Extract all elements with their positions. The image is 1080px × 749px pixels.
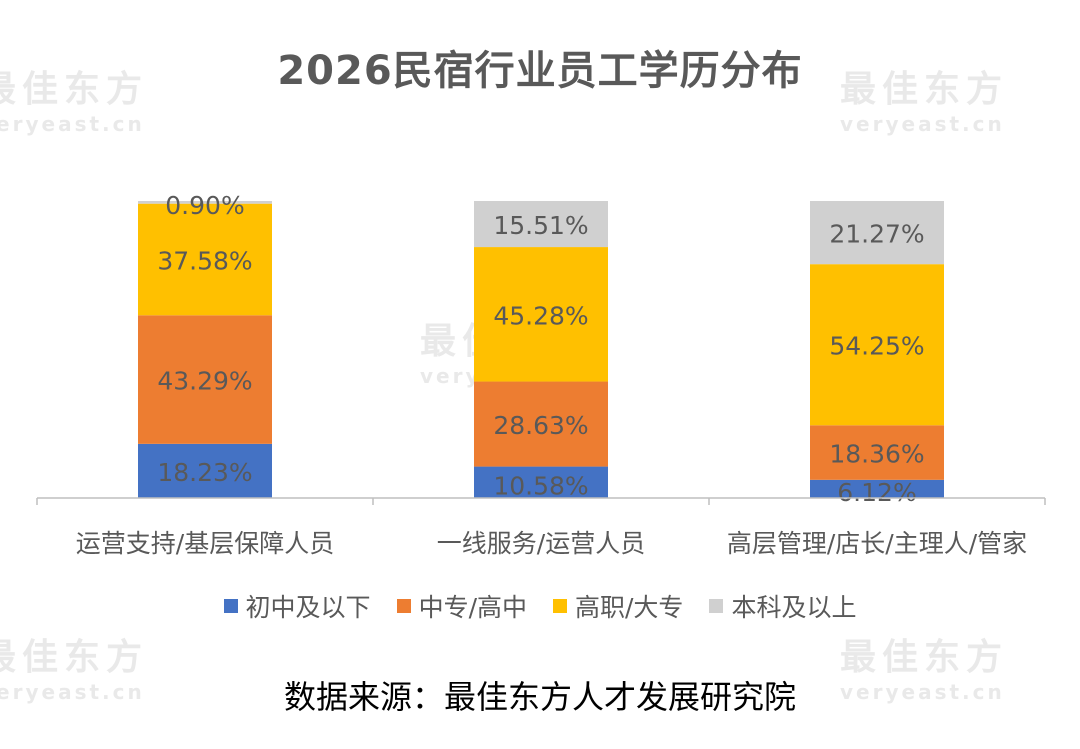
chart-legend: 初中及以下 中专/高中 高职/大专 本科及以上 [0,588,1080,624]
legend-item: 中专/高中 [396,588,527,624]
data-label: 43.29% [157,367,252,396]
data-label: 10.58% [493,471,588,500]
data-label: 21.27% [829,220,924,249]
legend-label: 中专/高中 [418,593,527,622]
data-label: 0.90% [165,191,244,220]
legend-label: 初中及以下 [245,593,371,622]
data-label: 45.28% [493,301,588,330]
data-label: 18.23% [157,458,252,487]
data-label: 18.36% [829,440,924,469]
bar-segment [474,381,608,467]
bar-segment [474,201,608,248]
bar-segment [810,264,944,426]
bar-segment [138,315,272,444]
legend-swatch [709,599,724,613]
bar-segment [810,201,944,265]
bar-segment [138,203,272,316]
category-label: 一线服务/运营人员 [437,529,645,558]
data-label: 15.51% [493,211,588,240]
legend-label: 本科及以上 [731,593,857,622]
bar-segment [474,247,608,382]
data-label: 6.12% [837,478,916,507]
chart-title: 2026民宿行业员工学历分布 [277,48,803,94]
stacked-bar-chart: 18.23% 43.29% 37.58% 0.90% 运营支持/基层保障人员 10.58%… [36,191,1046,558]
legend-label: 高职/大专 [575,593,684,622]
bar-segment [138,201,272,204]
bar-segment [810,479,944,498]
bar-segment [474,466,608,498]
source-note: 数据来源：最佳东方人才发展研究院 [283,678,796,716]
legend-swatch [223,599,238,613]
data-label: 28.63% [493,411,588,440]
bar-segment [810,425,944,480]
legend-item: 高职/大专 [553,588,683,624]
data-label: 37.58% [157,246,252,275]
category-label: 运营支持/基层保障人员 [76,529,334,558]
legend-item: 初中及以下 [223,588,371,624]
data-label: 54.25% [829,332,924,361]
bar-segment [138,443,272,498]
legend-swatch [553,599,567,613]
category-label: 高层管理/店长/主理人/管家 [727,529,1027,558]
legend-item: 本科及以上 [709,588,856,624]
legend-swatch [396,599,411,613]
